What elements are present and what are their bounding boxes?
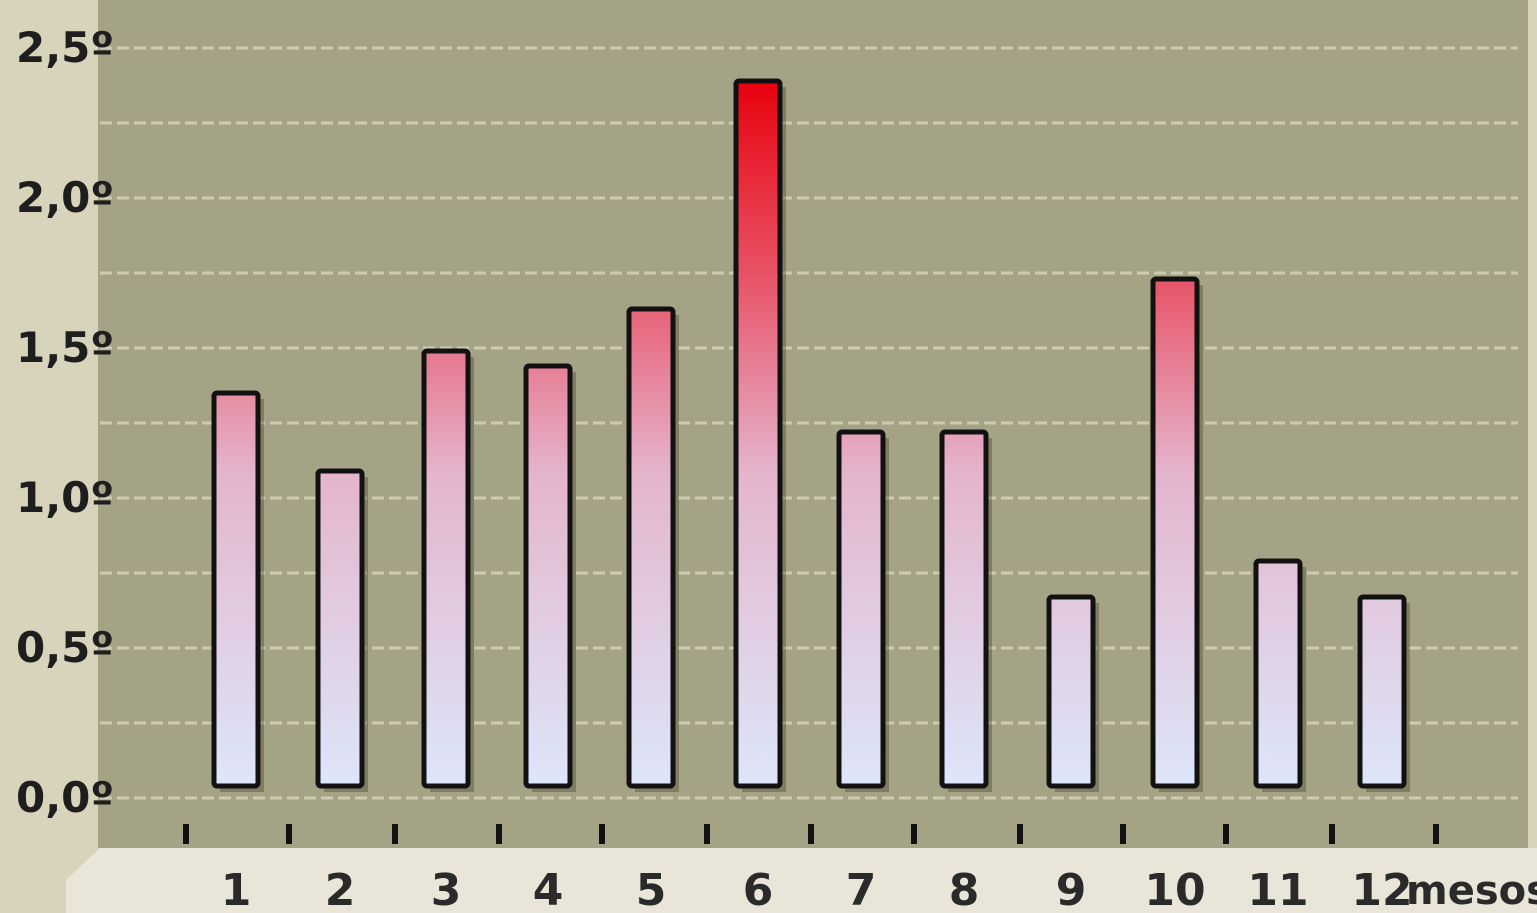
x-tick-mark [496, 824, 502, 844]
x-tick-mark [183, 824, 189, 844]
y-axis-tick-labels: 0,0º 0,5º 1,0º 1,5º 2,0º 2,5º [16, 23, 114, 822]
bar-month-9 [1046, 594, 1096, 789]
y-tick-label: 0,5º [16, 623, 114, 672]
y-tick-label: 1,0º [16, 473, 114, 522]
x-tick-label: 5 [636, 865, 667, 913]
x-tick-mark [1223, 824, 1229, 844]
bar-month-10 [1150, 276, 1200, 789]
bar-month-8 [939, 429, 989, 789]
bar-month-2 [315, 468, 365, 789]
x-tick-mark [911, 824, 917, 844]
x-axis-ticks [183, 824, 1439, 844]
x-tick-label: 10 [1144, 865, 1205, 913]
x-axis-strip [66, 848, 1537, 913]
x-tick-label: 4 [533, 865, 564, 913]
x-tick-label: 3 [431, 865, 462, 913]
x-tick-mark [392, 824, 398, 844]
y-tick-label: 1,5º [16, 323, 114, 372]
x-tick-label: 11 [1247, 865, 1308, 913]
x-tick-mark [599, 824, 605, 844]
y-tick-label: 2,5º [16, 23, 114, 72]
bar-month-12 [1357, 594, 1407, 789]
bar-month-1 [211, 390, 261, 789]
x-tick-label: 9 [1056, 865, 1087, 913]
bar-month-3 [421, 348, 471, 789]
x-axis-label: mesos [1406, 868, 1537, 913]
bar-month-4 [523, 363, 573, 789]
x-axis-tick-labels: 1 2 3 4 5 6 7 8 9 10 11 12 [221, 865, 1413, 913]
x-tick-mark [1120, 824, 1126, 844]
bar-month-7 [836, 429, 886, 789]
bar-month-5 [626, 306, 676, 789]
x-tick-label: 1 [221, 865, 252, 913]
x-tick-mark [1329, 824, 1335, 844]
x-tick-mark [1017, 824, 1023, 844]
bar-month-6 [733, 78, 783, 789]
x-tick-label: 8 [949, 865, 980, 913]
x-tick-label: 7 [846, 865, 877, 913]
x-tick-mark [1433, 824, 1439, 844]
x-tick-label: 2 [325, 865, 356, 913]
y-tick-label: 0,0º [16, 773, 114, 822]
y-tick-label: 2,0º [16, 173, 114, 222]
x-tick-mark [286, 824, 292, 844]
x-tick-label: 6 [743, 865, 774, 913]
bar-month-11 [1253, 558, 1303, 789]
bars [211, 78, 1410, 792]
x-tick-mark [704, 824, 710, 844]
x-tick-label: 12 [1351, 865, 1412, 913]
x-tick-mark [808, 824, 814, 844]
